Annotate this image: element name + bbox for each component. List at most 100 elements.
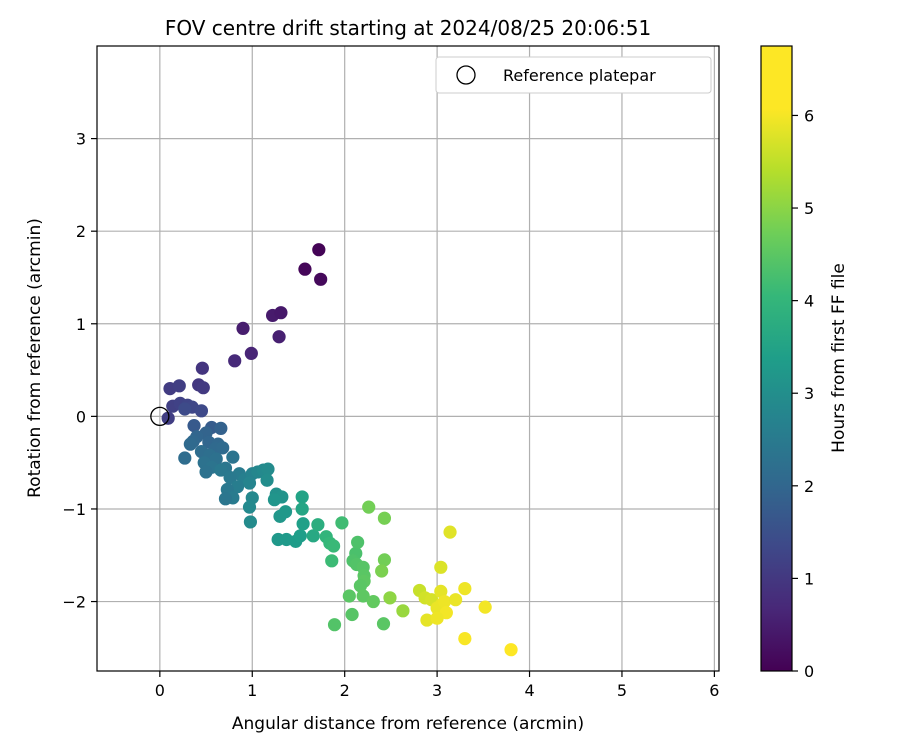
data-point bbox=[293, 529, 307, 543]
data-point bbox=[434, 584, 448, 598]
data-point bbox=[353, 579, 368, 593]
data-point bbox=[242, 476, 257, 490]
data-point bbox=[366, 594, 380, 609]
data-point bbox=[223, 470, 237, 485]
y-tick-label: 3 bbox=[76, 130, 86, 149]
data-point bbox=[242, 500, 257, 514]
y-tick-label: −2 bbox=[62, 593, 86, 612]
data-point bbox=[243, 515, 258, 529]
x-tick-label: 5 bbox=[617, 681, 627, 700]
data-point bbox=[375, 564, 389, 578]
reference-marker bbox=[150, 406, 170, 427]
data-point bbox=[195, 361, 209, 375]
data-point bbox=[351, 535, 365, 549]
grid-lines bbox=[97, 46, 719, 671]
data-point bbox=[236, 321, 250, 336]
x-tick-label: 4 bbox=[524, 681, 534, 700]
x-axis-label: Angular distance from reference (arcmin) bbox=[232, 714, 584, 734]
data-point bbox=[267, 493, 282, 507]
data-point bbox=[311, 518, 325, 532]
y-axis-label: Rotation from reference (arcmin) bbox=[25, 218, 45, 498]
data-point bbox=[458, 581, 472, 596]
y-axis-ticks: −2 −1 0 1 2 3 bbox=[62, 130, 97, 612]
data-point bbox=[377, 511, 392, 525]
legend-marker-reference bbox=[456, 65, 476, 85]
data-point bbox=[216, 441, 230, 455]
colorbar-tick-label: 2 bbox=[804, 477, 814, 496]
data-point bbox=[278, 505, 293, 519]
data-point bbox=[430, 611, 444, 625]
data-point bbox=[298, 262, 312, 276]
data-point bbox=[325, 554, 339, 568]
data-point bbox=[327, 618, 342, 632]
data-point bbox=[196, 381, 210, 395]
y-tick-label: 1 bbox=[76, 315, 86, 334]
data-point bbox=[178, 451, 192, 465]
plot-frame bbox=[96, 45, 720, 672]
legend-box bbox=[435, 56, 712, 94]
data-point bbox=[296, 517, 310, 531]
legend: Reference platepar bbox=[435, 56, 712, 94]
data-point bbox=[187, 419, 201, 433]
data-point bbox=[356, 589, 370, 603]
data-point bbox=[377, 553, 392, 567]
y-tick-label: 2 bbox=[76, 222, 86, 241]
data-point bbox=[306, 529, 320, 543]
data-point bbox=[228, 354, 242, 368]
data-point bbox=[172, 379, 186, 393]
legend-entry-reference: Reference platepar bbox=[503, 66, 656, 85]
y-tick-label: 0 bbox=[76, 407, 86, 426]
data-point bbox=[434, 560, 448, 574]
data-point bbox=[342, 589, 356, 603]
data-point bbox=[458, 631, 472, 646]
data-point bbox=[295, 502, 309, 516]
colorbar-tick-label: 1 bbox=[804, 569, 814, 588]
data-point bbox=[183, 437, 197, 451]
data-point bbox=[376, 617, 391, 631]
data-point bbox=[504, 643, 518, 657]
data-point bbox=[383, 591, 397, 605]
x-tick-label: 2 bbox=[340, 681, 350, 700]
data-point bbox=[178, 402, 192, 416]
data-point bbox=[314, 272, 328, 286]
data-point bbox=[420, 613, 434, 627]
data-point bbox=[443, 525, 457, 539]
data-point bbox=[312, 243, 326, 257]
data-point bbox=[214, 463, 228, 477]
data-point bbox=[214, 421, 228, 436]
chart-title: FOV centre drift starting at 2024/08/25 … bbox=[165, 16, 651, 40]
data-point bbox=[230, 480, 245, 494]
x-tick-label: 3 bbox=[432, 681, 442, 700]
data-point bbox=[244, 346, 258, 361]
data-point bbox=[478, 600, 492, 614]
data-point bbox=[274, 306, 288, 320]
y-tick-label: −1 bbox=[62, 500, 86, 519]
data-point bbox=[199, 465, 213, 479]
data-point bbox=[362, 500, 376, 514]
colorbar: 0 1 2 3 4 5 6 Hours from first FF file bbox=[760, 45, 849, 681]
data-point bbox=[345, 607, 359, 622]
data-point bbox=[448, 593, 463, 607]
x-tick-label: 6 bbox=[709, 681, 719, 700]
colorbar-ticks: 0 1 2 3 4 5 6 bbox=[792, 106, 814, 681]
colorbar-tick-label: 0 bbox=[804, 662, 814, 681]
colorbar-tick-label: 4 bbox=[804, 292, 814, 311]
data-point bbox=[194, 404, 209, 418]
colorbar-tick-label: 3 bbox=[804, 384, 814, 403]
colorbar-gradient bbox=[760, 45, 793, 672]
colorbar-tick-label: 6 bbox=[804, 106, 814, 125]
x-tick-label: 0 bbox=[155, 681, 165, 700]
data-point bbox=[226, 450, 240, 464]
data-point bbox=[261, 462, 275, 476]
colorbar-tick-label: 5 bbox=[804, 199, 814, 218]
colorbar-label: Hours from first FF file bbox=[829, 263, 849, 453]
data-points bbox=[161, 243, 518, 657]
data-point bbox=[327, 539, 341, 553]
x-tick-label: 1 bbox=[247, 681, 257, 700]
data-point bbox=[437, 594, 452, 609]
data-point bbox=[272, 330, 286, 344]
data-point bbox=[295, 490, 309, 504]
data-point bbox=[335, 516, 349, 530]
data-point bbox=[260, 473, 274, 487]
